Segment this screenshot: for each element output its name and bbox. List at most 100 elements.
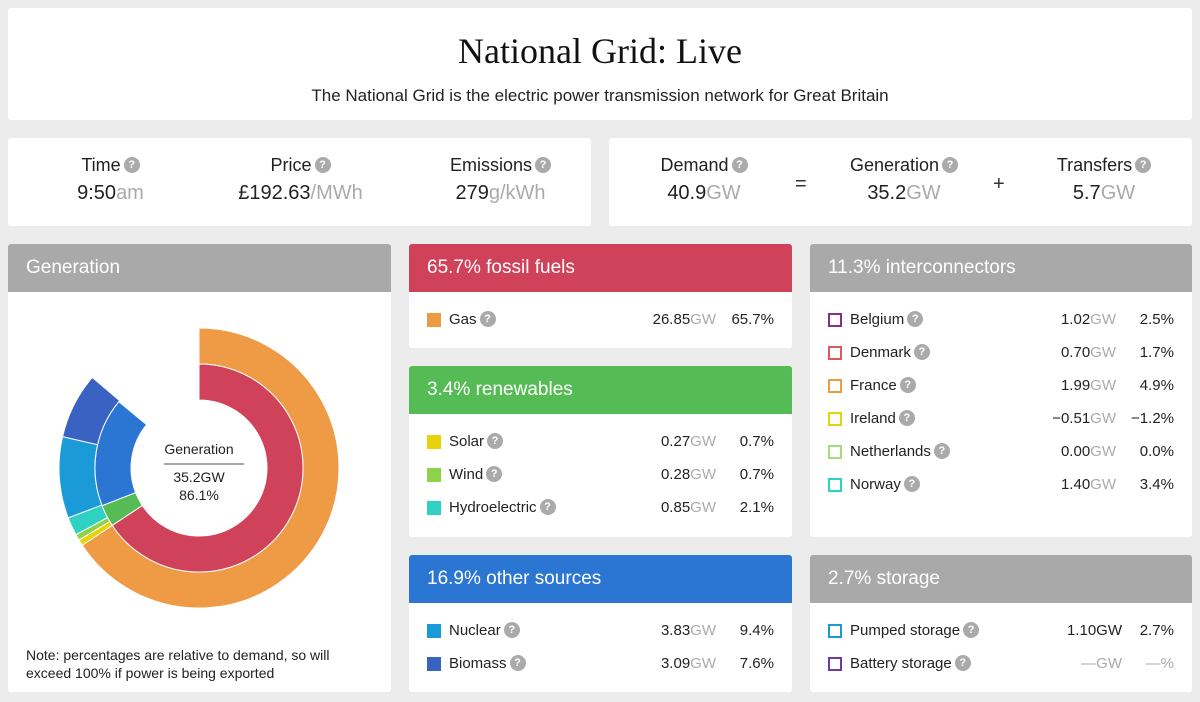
- denmark-pct: 1.7%: [1139, 344, 1174, 361]
- help-icon[interactable]: ?: [503, 622, 520, 639]
- help-icon[interactable]: ?: [487, 433, 504, 450]
- battery-storage-label: Battery storage: [850, 655, 952, 672]
- battery-storage-gw: —: [1081, 655, 1097, 672]
- help-icon[interactable]: ?: [942, 157, 959, 174]
- generation-panel-title: Generation: [26, 257, 121, 278]
- norway-swatch: [828, 478, 842, 492]
- gas-pct: 65.7%: [731, 311, 774, 328]
- netherlands-swatch: [828, 445, 842, 459]
- interconnectors-panel-header: 11.3% interconnectors: [810, 244, 1192, 292]
- storage-panel: 2.7% storage Pumped storage? 1.10GW 2.7%…: [810, 555, 1192, 692]
- inner-slice-fossil-fuels[interactable]: [111, 363, 304, 573]
- help-icon[interactable]: ?: [535, 157, 552, 174]
- nuclear-swatch: [427, 624, 441, 638]
- help-icon[interactable]: ?: [486, 466, 503, 483]
- help-icon[interactable]: ?: [123, 157, 140, 174]
- stat-demand-unit: GW: [706, 182, 741, 204]
- belgium-label: Belgium: [850, 311, 905, 328]
- interconnectors-rows: Belgium? 1.02GW 2.5% Denmark? 0.70GW 1.7…: [810, 292, 1192, 501]
- fossil-panel-title: 65.7% fossil fuels: [427, 257, 575, 278]
- page-title: National Grid: Live: [458, 31, 742, 71]
- nuclear-unit: GW: [690, 622, 716, 639]
- help-icon[interactable]: ?: [539, 499, 556, 516]
- generation-note: Note: percentages are relative to demand…: [26, 647, 330, 681]
- wind-unit: GW: [690, 466, 716, 483]
- help-icon[interactable]: ?: [899, 377, 916, 394]
- help-icon[interactable]: ?: [479, 311, 496, 328]
- list-item-hydroelectric: Hydroelectric? 0.85GW 2.1%: [427, 491, 774, 524]
- stat-time: Time? 9:50am: [38, 155, 183, 205]
- help-icon[interactable]: ?: [731, 157, 748, 174]
- help-icon[interactable]: ?: [509, 655, 526, 672]
- help-icon[interactable]: ?: [903, 476, 920, 493]
- donut-center-value: 35.2GW: [173, 469, 225, 485]
- page-subtitle: The National Grid is the electric power …: [311, 86, 889, 105]
- france-pct: 4.9%: [1139, 377, 1174, 394]
- norway-pct: 3.4%: [1139, 476, 1174, 493]
- inner-slice-other-sources[interactable]: [94, 401, 148, 507]
- help-icon[interactable]: ?: [898, 410, 915, 427]
- list-item-belgium: Belgium? 1.02GW 2.5%: [828, 303, 1174, 336]
- hydroelectric-pct: 2.1%: [739, 499, 774, 516]
- denmark-unit: GW: [1090, 344, 1116, 361]
- list-item-solar: Solar? 0.27GW 0.7%: [427, 425, 774, 458]
- renewables-panel-title: 3.4% renewables: [427, 379, 573, 400]
- help-icon[interactable]: ?: [963, 622, 980, 639]
- biomass-swatch: [427, 657, 441, 671]
- list-item-gas: Gas? 26.85GW 65.7%: [427, 303, 774, 336]
- other-panel-title: 16.9% other sources: [427, 568, 602, 589]
- hydroelectric-gw: 0.85: [660, 499, 691, 516]
- renewables-rows: Solar? 0.27GW 0.7% Wind? 0.28GW 0.7% Hyd…: [409, 414, 792, 524]
- plus-sign: +: [993, 173, 1005, 195]
- france-label: France: [850, 377, 897, 394]
- netherlands-pct: 0.0%: [1139, 443, 1174, 460]
- pumped-storage-label: Pumped storage: [850, 622, 961, 639]
- storage-panel-header: 2.7% storage: [810, 555, 1192, 603]
- help-icon[interactable]: ?: [1135, 157, 1152, 174]
- netherlands-label: Netherlands: [850, 443, 931, 460]
- help-icon[interactable]: ?: [933, 443, 950, 460]
- stat-time-label: Time: [81, 155, 121, 175]
- solar-swatch: [427, 435, 441, 449]
- renewables-panel-header: 3.4% renewables: [409, 366, 792, 414]
- donut-center-label: Generation: [164, 441, 233, 457]
- generation-panel-header: Generation: [8, 244, 391, 292]
- battery-storage-swatch: [828, 657, 842, 671]
- stat-transfers-unit: GW: [1100, 182, 1136, 204]
- hydroelectric-unit: GW: [690, 499, 716, 516]
- gas-label: Gas: [449, 311, 477, 328]
- stats-card-left: Time? 9:50am Price? £192.63/MWh Emission…: [8, 138, 591, 226]
- belgium-gw: 1.02: [1060, 311, 1091, 328]
- solar-unit: GW: [690, 433, 716, 450]
- list-item-norway: Norway? 1.40GW 3.4%: [828, 468, 1174, 501]
- france-unit: GW: [1090, 377, 1116, 394]
- ireland-pct: −1.2%: [1131, 410, 1174, 427]
- list-item-battery-storage: Battery storage? —GW —%: [828, 647, 1174, 680]
- norway-unit: GW: [1090, 476, 1116, 493]
- wind-swatch: [427, 468, 441, 482]
- nuclear-gw: 3.83: [660, 622, 691, 639]
- biomass-unit: GW: [690, 655, 716, 672]
- norway-label: Norway: [850, 476, 901, 493]
- netherlands-gw: 0.00: [1060, 443, 1091, 460]
- help-icon[interactable]: ?: [913, 344, 930, 361]
- solar-gw: 0.27: [660, 433, 691, 450]
- ireland-unit: GW: [1090, 410, 1116, 427]
- gas-unit: GW: [690, 311, 716, 328]
- donut-center-pct: 86.1%: [179, 487, 219, 503]
- help-icon[interactable]: ?: [907, 311, 924, 328]
- stat-generation-label: Generation: [849, 155, 940, 175]
- help-icon[interactable]: ?: [314, 157, 331, 174]
- help-icon[interactable]: ?: [954, 655, 971, 672]
- belgium-pct: 2.5%: [1139, 311, 1174, 328]
- ireland-swatch: [828, 412, 842, 426]
- gas-swatch: [427, 313, 441, 327]
- list-item-biomass: Biomass? 3.09GW 7.6%: [427, 647, 774, 680]
- interconnectors-panel-title: 11.3% interconnectors: [828, 257, 1016, 278]
- stat-transfers-value: 5.7: [1072, 182, 1101, 204]
- stat-price-unit: /MWh: [310, 182, 363, 204]
- denmark-swatch: [828, 346, 842, 360]
- list-item-netherlands: Netherlands? 0.00GW 0.0%: [828, 435, 1174, 468]
- list-item-wind: Wind? 0.28GW 0.7%: [427, 458, 774, 491]
- stat-transfers-label: Transfers: [1056, 155, 1133, 175]
